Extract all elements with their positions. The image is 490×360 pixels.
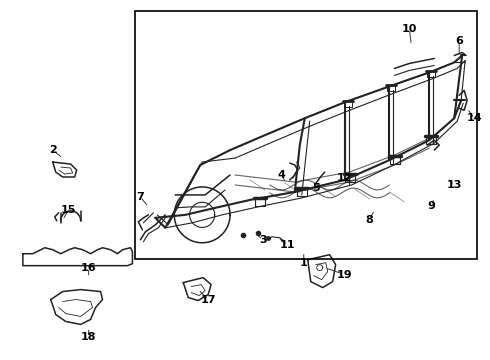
- Text: 8: 8: [366, 215, 373, 225]
- Text: 13: 13: [446, 180, 462, 190]
- Text: 19: 19: [337, 270, 352, 280]
- Text: 7: 7: [137, 192, 144, 202]
- Text: 12: 12: [337, 173, 352, 183]
- Text: 6: 6: [455, 36, 463, 46]
- Text: 2: 2: [49, 145, 57, 155]
- Text: 10: 10: [402, 24, 417, 33]
- Text: 16: 16: [81, 263, 97, 273]
- Bar: [135, 12, 477, 259]
- Text: 15: 15: [61, 205, 76, 215]
- Text: 14: 14: [466, 113, 482, 123]
- Text: 3: 3: [259, 235, 267, 245]
- Text: 1: 1: [300, 258, 308, 268]
- Text: 9: 9: [427, 201, 435, 211]
- Text: 17: 17: [200, 294, 216, 305]
- Text: 5: 5: [312, 183, 319, 193]
- Text: 11: 11: [280, 240, 295, 250]
- Text: 4: 4: [278, 170, 286, 180]
- Text: 18: 18: [81, 332, 97, 342]
